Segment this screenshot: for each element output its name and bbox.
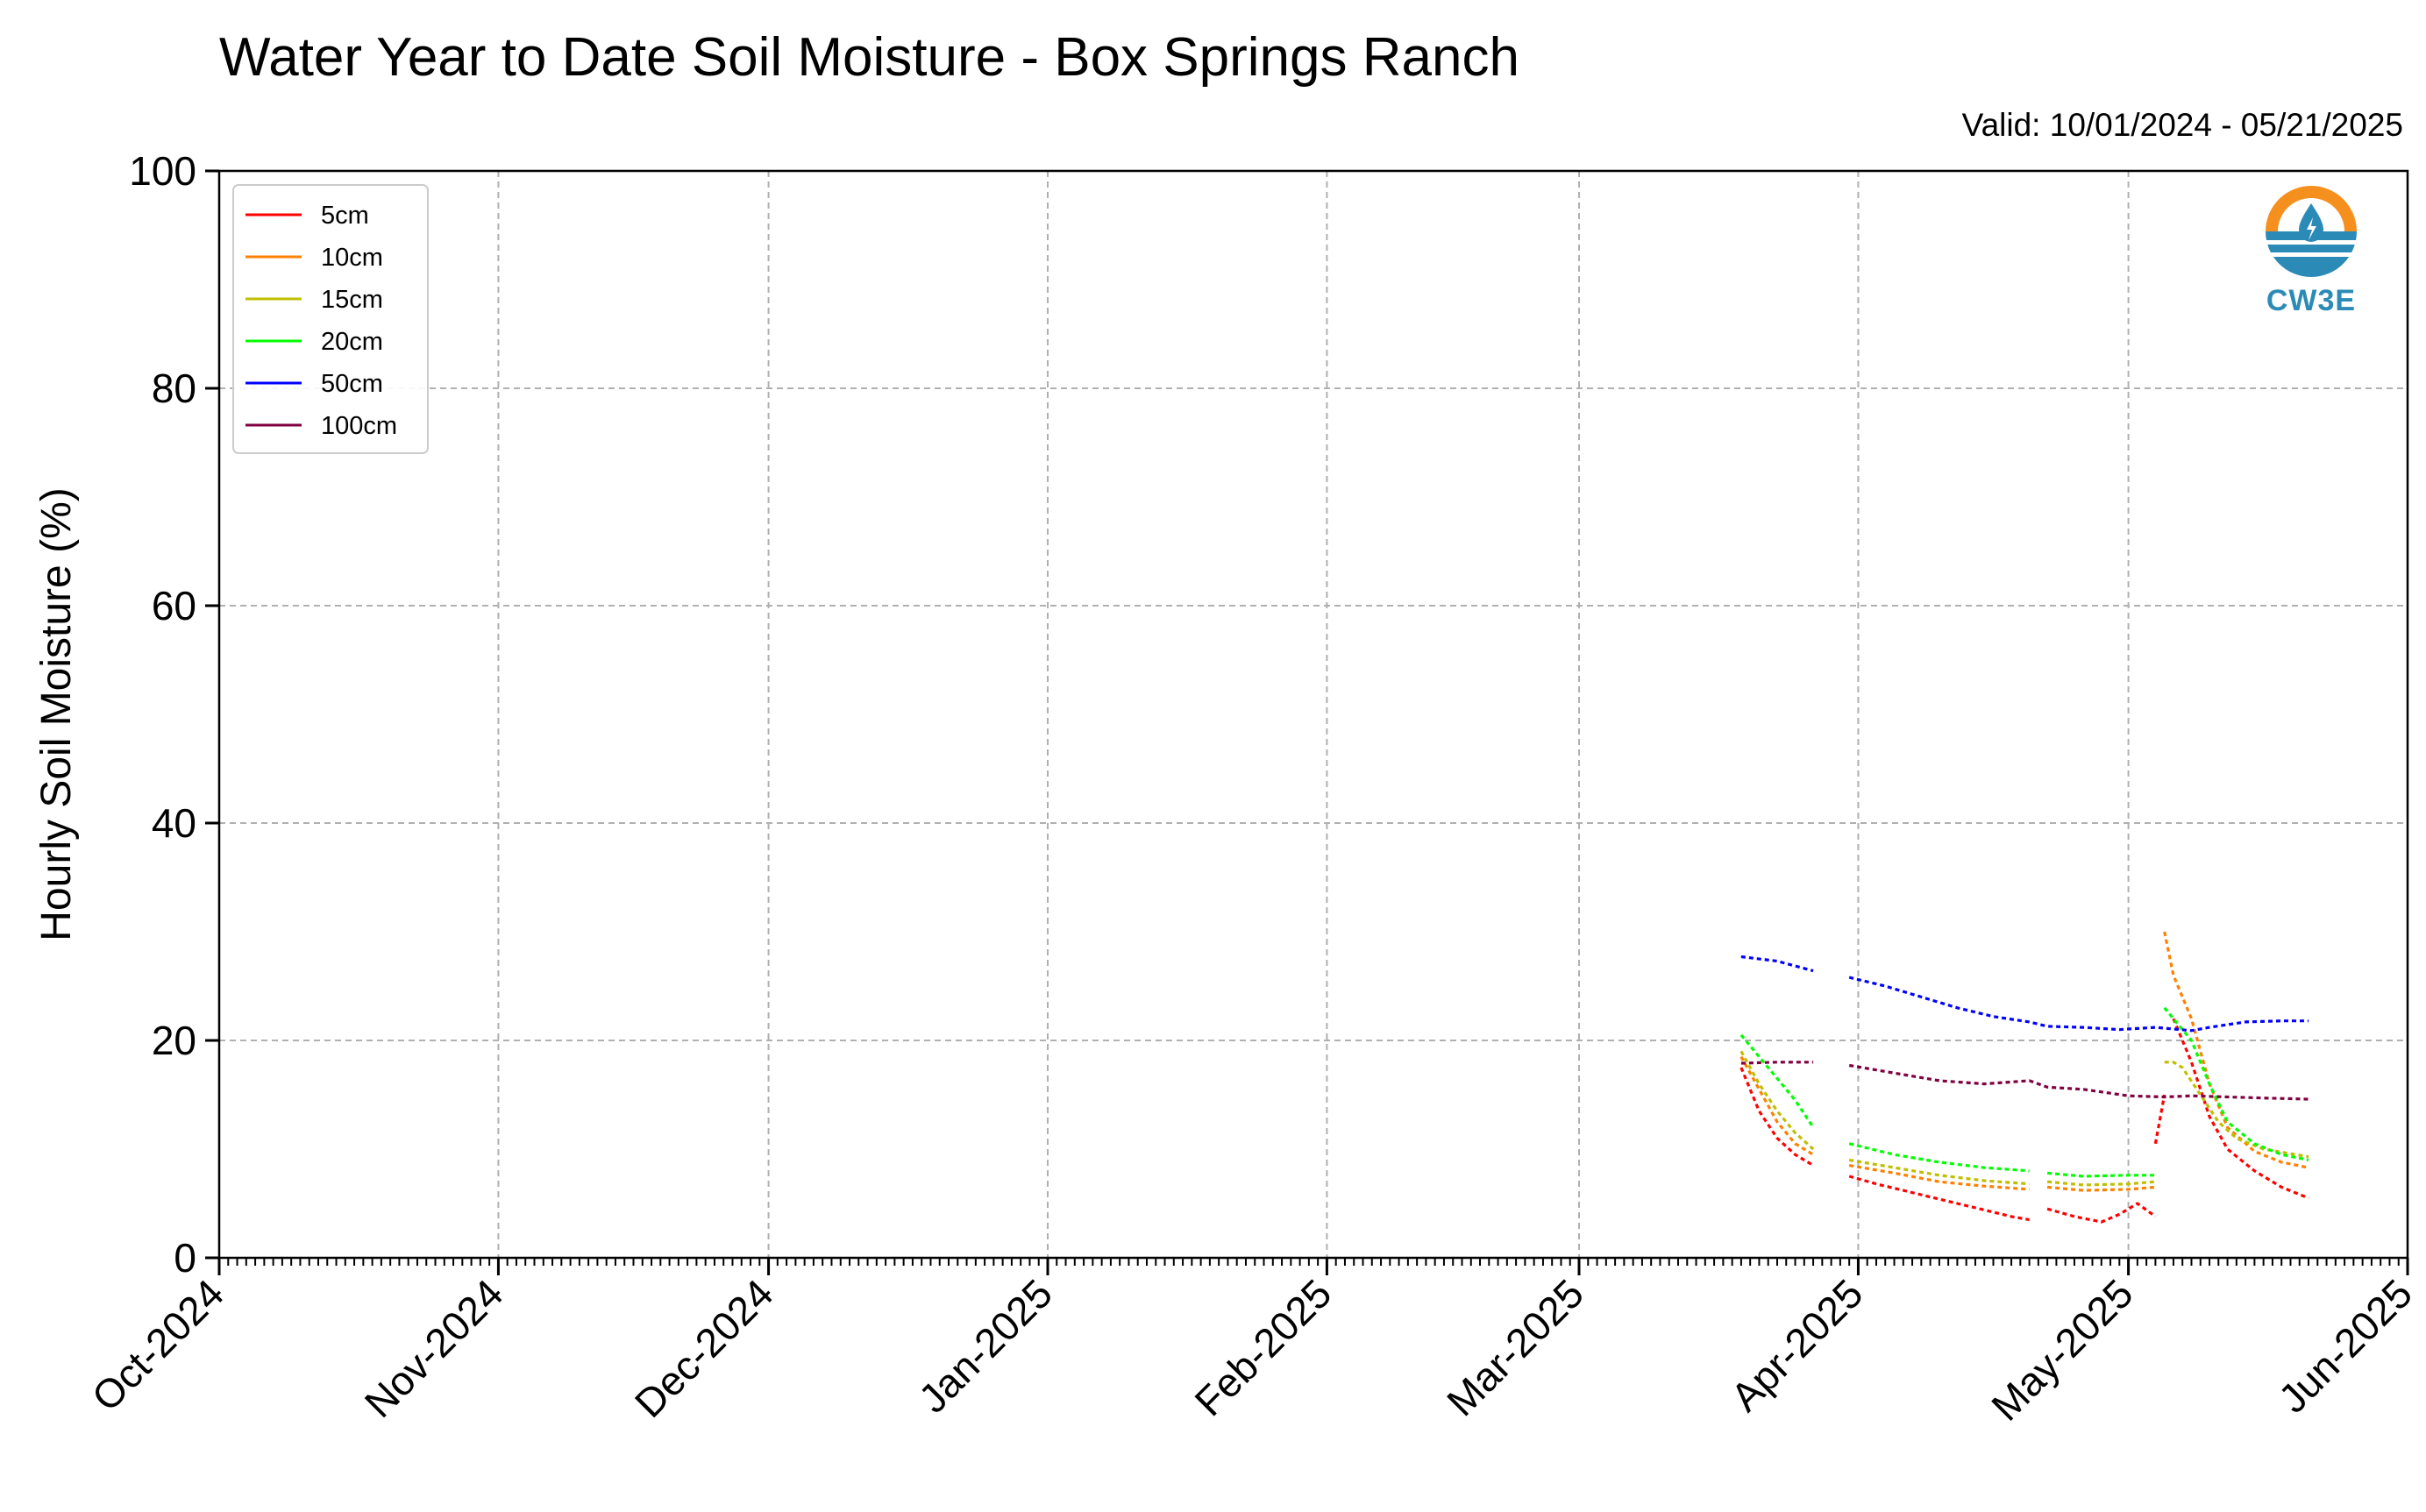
cw3e-logo: CW3E — [2257, 182, 2366, 323]
x-tick-label: Jun-2025 — [2270, 1270, 2421, 1421]
legend-label-50cm: 50cm — [321, 370, 383, 398]
series-line-20cm — [1848, 1142, 2030, 1173]
series-line-5cm — [1848, 1175, 2030, 1222]
x-tick-label: Nov-2024 — [356, 1270, 512, 1426]
x-tick-label: Mar-2025 — [1438, 1270, 1592, 1424]
grid-lines — [218, 170, 2408, 1259]
x-tick-label: Apr-2025 — [1722, 1270, 1872, 1420]
cw3e-logo-icon — [2266, 186, 2357, 277]
x-tick-label: Dec-2024 — [626, 1270, 782, 1426]
y-tick-label: 0 — [174, 1235, 196, 1281]
y-axis-label: Hourly Soil Moisture (%) — [33, 487, 80, 941]
y-tick-label: 40 — [152, 800, 196, 846]
series-line-5cm — [2172, 1018, 2309, 1200]
x-tick-label: May-2025 — [1982, 1270, 2141, 1429]
x-tick-label: Feb-2025 — [1185, 1270, 1340, 1424]
x-tick-label: Oct-2024 — [83, 1270, 233, 1420]
series-line-5cm — [1739, 1067, 1814, 1167]
y-tick-label: 60 — [152, 583, 196, 628]
series-line-5cm — [2046, 1202, 2157, 1224]
series-line-10cm — [1739, 1055, 1814, 1156]
legend-label-5cm: 5cm — [321, 202, 369, 230]
cw3e-logo-text: CW3E — [2266, 284, 2357, 317]
legend-label-100cm: 100cm — [321, 412, 397, 440]
x-tick-label: Jan-2025 — [910, 1270, 1061, 1421]
series-line-100cm — [1740, 1061, 1814, 1065]
series-line-10cm — [1848, 1164, 2030, 1191]
series-line-20cm — [2163, 1006, 2309, 1161]
series-line-10cm — [2046, 1185, 2156, 1192]
y-tick-label: 80 — [152, 366, 196, 411]
legend-label-20cm: 20cm — [321, 328, 383, 356]
valid-range-label: Valid: 10/01/2024 - 05/21/2025 — [1961, 107, 2403, 143]
series-line-20cm — [2046, 1171, 2156, 1178]
legend: 5cm 10cm 15cm 20cm 50cm 100cm — [232, 184, 429, 454]
series-line-15cm — [2164, 1061, 2309, 1159]
series-line-50cm — [1740, 955, 1814, 973]
series-line-15cm — [2046, 1180, 2156, 1187]
series-line-50cm — [1848, 976, 2309, 1033]
series-line-15cm — [1848, 1158, 2030, 1186]
series-line-15cm — [1739, 1050, 1815, 1151]
legend-box — [232, 184, 429, 454]
legend-label-10cm: 10cm — [321, 244, 383, 272]
series-lines — [1739, 931, 2309, 1224]
series-line-5cm — [2153, 1094, 2166, 1145]
plot-frame — [217, 169, 2409, 1260]
legend-label-15cm: 15cm — [321, 286, 383, 314]
series-line-100cm — [1848, 1063, 2309, 1101]
series-line-20cm — [1739, 1033, 1815, 1129]
y-tick-label: 100 — [129, 148, 196, 194]
y-tick-label: 20 — [152, 1018, 196, 1063]
chart-title: Water Year to Date Soil Moisture - Box S… — [219, 27, 1519, 88]
